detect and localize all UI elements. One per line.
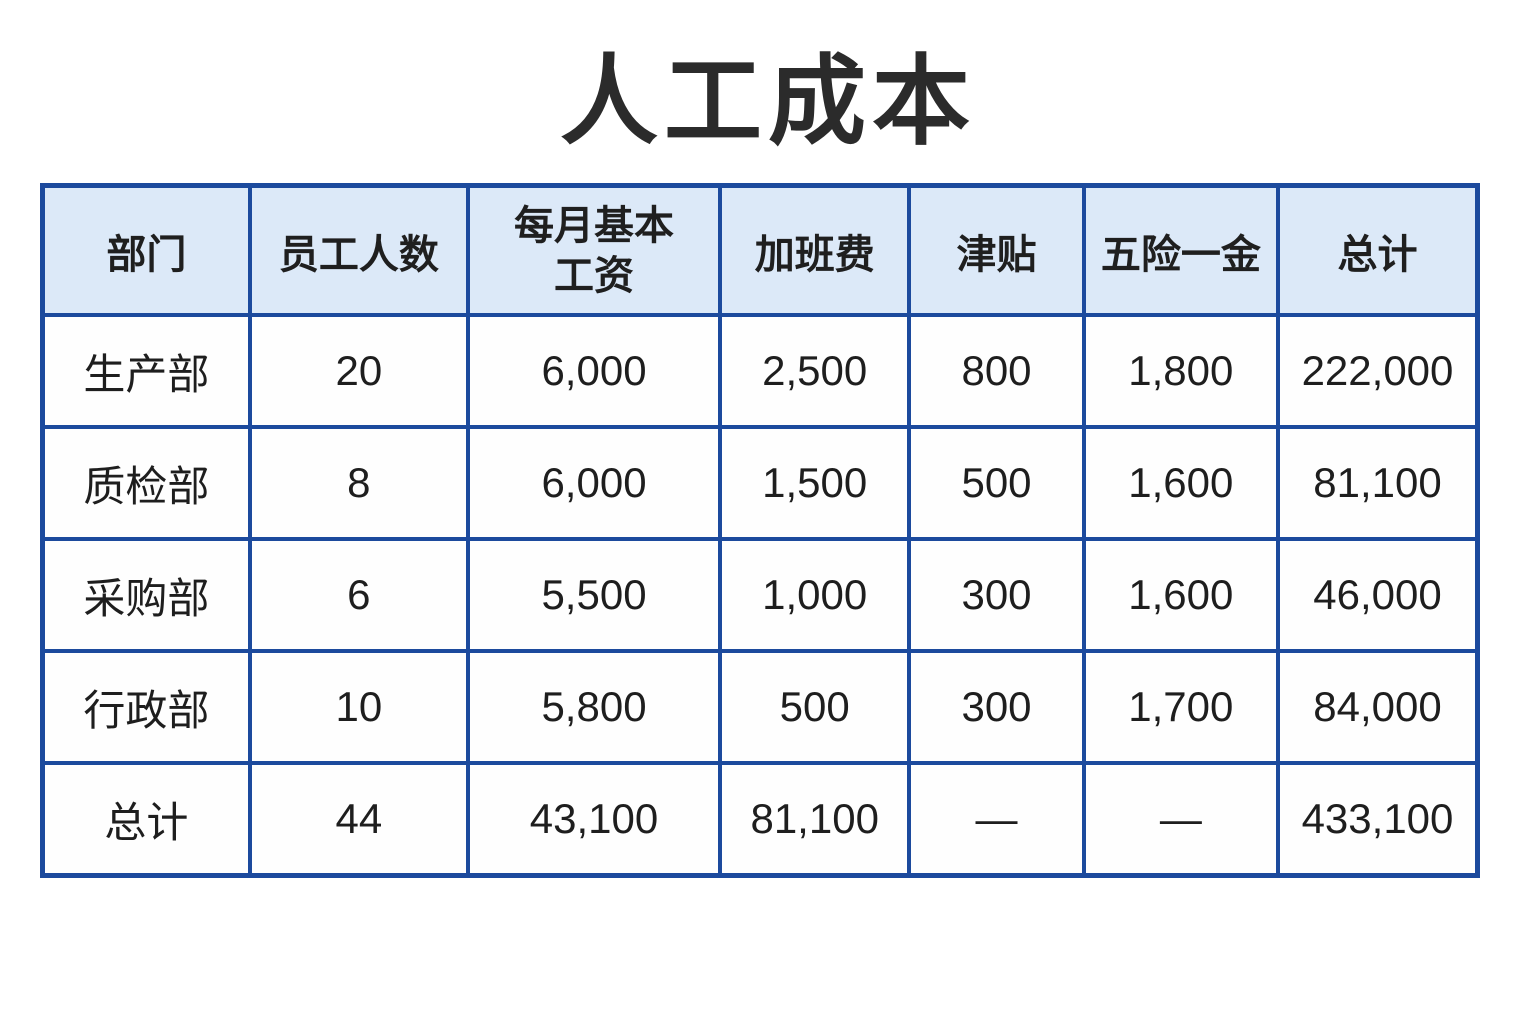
cell-department: 总计 [40,761,252,878]
cell-insurance-fund: 1,600 [1081,425,1280,541]
col-header-monthly-base-salary-label: 每月基本工资 [514,203,675,298]
cell-overtime-pay: 2,500 [718,313,912,429]
cell-total: 46,000 [1275,537,1480,653]
cell-department: 采购部 [40,537,252,653]
header-row: 部门 员工人数 每月基本工资 加班费 津贴 五险一金 总计 [40,183,1480,317]
cell-total: 81,100 [1275,425,1480,541]
cell-department: 生产部 [40,313,252,429]
cell-employee-count: 8 [247,425,470,541]
table-row-production: 生产部 20 6,000 2,500 800 1,800 222,000 [40,313,1480,429]
cell-overtime-pay: 500 [718,649,912,765]
table-row-procurement: 采购部 6 5,500 1,000 300 1,600 46,000 [40,537,1480,653]
table-row-grand-total: 总计 44 43,100 81,100 — — 433,100 [40,761,1480,878]
cell-overtime-pay: 81,100 [718,761,912,878]
col-header-total: 总计 [1275,183,1480,317]
cell-monthly-base-salary: 5,800 [465,649,723,765]
cell-monthly-base-salary: 6,000 [465,425,723,541]
cell-department: 行政部 [40,649,252,765]
cell-employee-count: 44 [247,761,470,878]
cell-allowance: 800 [907,313,1086,429]
col-header-department: 部门 [40,183,252,317]
cell-employee-count: 6 [247,537,470,653]
cell-insurance-fund: — [1081,761,1280,878]
cell-monthly-base-salary: 5,500 [465,537,723,653]
cell-monthly-base-salary: 43,100 [465,761,723,878]
labor-cost-table-container: 部门 员工人数 每月基本工资 加班费 津贴 五险一金 总计 生产部 20 6,0… [40,183,1480,878]
table-row-administration: 行政部 10 5,800 500 300 1,700 84,000 [40,649,1480,765]
cell-allowance: 500 [907,425,1086,541]
cell-allowance: 300 [907,649,1086,765]
col-header-overtime-pay: 加班费 [718,183,912,317]
col-header-monthly-base-salary: 每月基本工资 [465,183,723,317]
cell-insurance-fund: 1,800 [1081,313,1280,429]
cell-total: 433,100 [1275,761,1480,878]
cell-insurance-fund: 1,700 [1081,649,1280,765]
cell-department: 质检部 [40,425,252,541]
cell-total: 222,000 [1275,313,1480,429]
cell-insurance-fund: 1,600 [1081,537,1280,653]
cell-monthly-base-salary: 6,000 [465,313,723,429]
cell-total: 84,000 [1275,649,1480,765]
cell-allowance: 300 [907,537,1086,653]
labor-cost-table: 部门 员工人数 每月基本工资 加班费 津贴 五险一金 总计 生产部 20 6,0… [40,183,1480,878]
col-header-allowance: 津贴 [907,183,1086,317]
col-header-employee-count: 员工人数 [247,183,470,317]
cell-overtime-pay: 1,000 [718,537,912,653]
cell-allowance: — [907,761,1086,878]
cell-overtime-pay: 1,500 [718,425,912,541]
cell-employee-count: 20 [247,313,470,429]
cell-employee-count: 10 [247,649,470,765]
col-header-insurance-fund: 五险一金 [1081,183,1280,317]
table-row-quality-inspection: 质检部 8 6,000 1,500 500 1,600 81,100 [40,425,1480,541]
page-title: 人工成本 [559,46,976,156]
